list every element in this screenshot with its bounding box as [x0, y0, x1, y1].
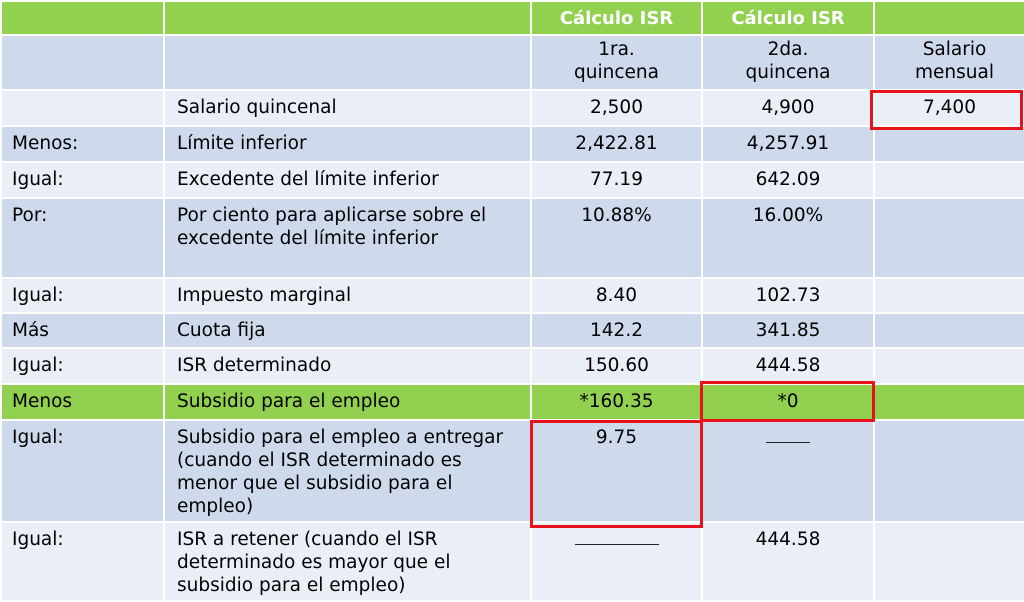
value-second-fortnight-blank: [701, 419, 875, 523]
value-second-fortnight: 341.85: [701, 312, 875, 349]
subheader-second-fortnight: 2da. quincena: [701, 34, 875, 91]
value-monthly-salary: [873, 347, 1024, 385]
row-label: Menos: [0, 383, 165, 421]
table-row: Igual: ISR a retener (cuando el ISR dete…: [0, 521, 1024, 602]
row-description: Límite inferior: [163, 125, 532, 163]
value-second-fortnight: 102.73: [701, 277, 875, 314]
value-first-fortnight: 2,500: [530, 89, 703, 127]
highlight-box-monthly-salary: [870, 90, 1023, 130]
value-monthly-salary: [873, 419, 1024, 523]
table-row: Menos: Límite inferior 2,422.81 4,257.91: [0, 125, 1024, 163]
table-row: Por: Por ciento para aplicarse sobre el …: [0, 197, 1024, 279]
row-label: Igual:: [0, 277, 165, 314]
value-first-fortnight: *160.35: [530, 383, 703, 421]
row-label: [0, 89, 165, 127]
blank-line: [574, 530, 659, 545]
value-monthly-salary: [873, 521, 1024, 602]
row-description: Subsidio para el empleo a entregar (cuan…: [163, 419, 532, 523]
value-second-fortnight: 642.09: [701, 161, 875, 199]
table-row: Más Cuota fija 142.2 341.85: [0, 312, 1024, 349]
value-second-fortnight: 444.58: [701, 521, 875, 602]
blank-line: [766, 428, 810, 443]
table-row: Igual: Excedente del límite inferior 77.…: [0, 161, 1024, 199]
value-monthly-salary: [873, 125, 1024, 163]
row-description: Cuota fija: [163, 312, 532, 349]
row-description: ISR a retener (cuando el ISR determinado…: [163, 521, 532, 602]
subheader-empty-cell: [163, 34, 532, 91]
value-first-fortnight: 150.60: [530, 347, 703, 385]
row-description: Por ciento para aplicarse sobre el exced…: [163, 197, 532, 279]
row-description: Excedente del límite inferior: [163, 161, 532, 199]
value-second-fortnight: 444.58: [701, 347, 875, 385]
table-row: Igual: Subsidio para el empleo a entrega…: [0, 419, 1024, 523]
value-monthly-salary: [873, 383, 1024, 421]
row-label: Igual:: [0, 521, 165, 602]
subheader-empty-cell: [0, 34, 165, 91]
subheader-row: 1ra. quincena 2da. quincena Salario mens…: [0, 34, 1024, 91]
value-monthly-salary: [873, 277, 1024, 314]
row-label: Por:: [0, 197, 165, 279]
value-second-fortnight: 4,900: [701, 89, 875, 127]
table-row: Igual: Impuesto marginal 8.40 102.73: [0, 277, 1024, 314]
subheader-monthly-salary: Salario mensual: [873, 34, 1024, 91]
header-calc-isr-1: Cálculo ISR: [530, 0, 703, 36]
value-second-fortnight: 4,257.91: [701, 125, 875, 163]
highlight-box-subsidy-zero: [700, 381, 875, 422]
highlight-box-subsidy-to-deliver: [530, 420, 703, 528]
value-first-fortnight: 10.88%: [530, 197, 703, 279]
table-row: Igual: ISR determinado 150.60 444.58: [0, 347, 1024, 385]
value-first-fortnight: 2,422.81: [530, 125, 703, 163]
row-label: Igual:: [0, 161, 165, 199]
subheader-first-fortnight: 1ra. quincena: [530, 34, 703, 91]
table-row-highlighted: Menos Subsidio para el empleo *160.35 *0: [0, 383, 1024, 421]
row-description: Impuesto marginal: [163, 277, 532, 314]
row-label: Menos:: [0, 125, 165, 163]
header-calc-isr-2: Cálculo ISR: [701, 0, 875, 36]
table-row: Salario quincenal 2,500 4,900 7,400: [0, 89, 1024, 127]
row-label: Más: [0, 312, 165, 349]
value-monthly-salary: [873, 197, 1024, 279]
header-empty-cell: [163, 0, 532, 36]
row-description: Subsidio para el empleo: [163, 383, 532, 421]
row-description: ISR determinado: [163, 347, 532, 385]
row-description: Salario quincenal: [163, 89, 532, 127]
header-empty-cell: [873, 0, 1024, 36]
row-label: Igual:: [0, 419, 165, 523]
value-first-fortnight: 9.75: [530, 419, 703, 523]
value-monthly-salary: [873, 312, 1024, 349]
value-first-fortnight: 142.2: [530, 312, 703, 349]
value-first-fortnight: 77.19: [530, 161, 703, 199]
value-monthly-salary: [873, 161, 1024, 199]
row-label: Igual:: [0, 347, 165, 385]
value-first-fortnight: 8.40: [530, 277, 703, 314]
value-monthly-salary: 7,400: [873, 89, 1024, 127]
value-second-fortnight: 16.00%: [701, 197, 875, 279]
value-first-fortnight-blank: [530, 521, 703, 602]
header-row: Cálculo ISR Cálculo ISR: [0, 0, 1024, 36]
header-empty-cell: [0, 0, 165, 36]
